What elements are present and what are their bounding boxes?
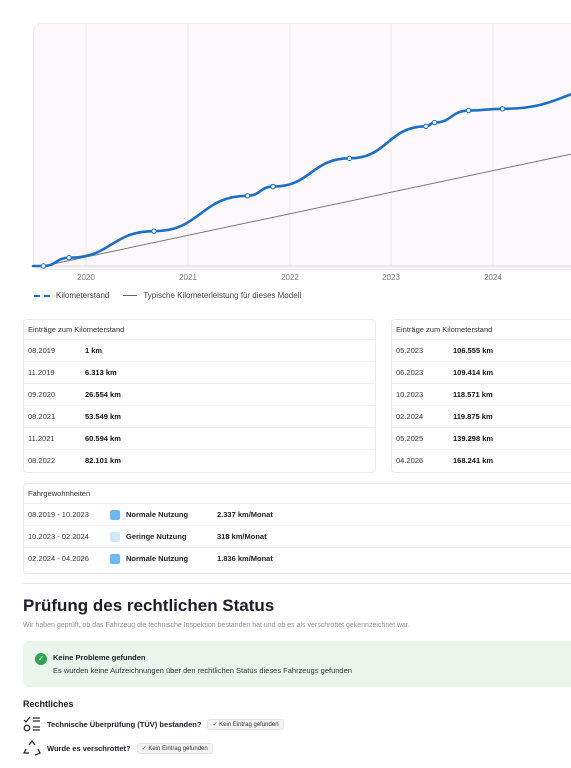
data-point: [270, 183, 276, 190]
entry-date: 08.2021: [28, 412, 56, 421]
check-circle-icon: ✓: [35, 653, 47, 665]
scrap-check-row: Wurde es verschrottet? ✓ Kein Eintrag ge…: [23, 739, 213, 757]
table-row: 06.2023 109.414 km: [392, 362, 571, 384]
legend-typical-swatch: [123, 295, 138, 296]
table-row: 05.2025 139.298 km: [392, 428, 571, 450]
entry-date: 05.2023: [396, 346, 424, 355]
entry-date: 05.2025: [396, 434, 424, 443]
tuv-question: Technische Überprüfung (TÜV) bestanden?: [47, 719, 202, 729]
section-subtitle: Wir haben geprüft, ob das Fahrzeug die t…: [23, 622, 410, 629]
entry-date: 09.2020: [28, 390, 56, 399]
mileage-chart-card: [33, 23, 571, 270]
x-tick-label: 2020: [77, 273, 95, 282]
entry-date: 11.2021: [28, 434, 55, 443]
recycle-icon: [23, 740, 41, 756]
legend-mileage-swatch: [34, 294, 50, 297]
no-problems-alert: ✓ Keine Probleme gefunden Es wurden kein…: [23, 641, 571, 687]
entry-date: 10.2023: [396, 390, 424, 399]
data-point: [244, 193, 251, 199]
data-point: [66, 255, 72, 261]
checklist-icon: [23, 716, 40, 732]
chart-legend: Kilometerstand Typische Kilometerleistun…: [34, 291, 301, 300]
usage-label: Normale Nutzung: [126, 510, 189, 519]
legal-section-title: Rechtliches: [23, 699, 74, 709]
tuv-check-row: Technische Überprüfung (TÜV) bestanden? …: [23, 716, 284, 732]
table-row: 11.2021 60.594 km: [24, 428, 375, 450]
mileage-entries-table-right: Einträge zum Kilometerstand 05.2023 106.5…: [391, 319, 571, 473]
entry-date: 11.2019: [28, 368, 55, 377]
entry-km: 1 km: [85, 346, 103, 355]
table-row: 10.2023 118.571 km: [392, 384, 571, 406]
usage-rate: 2.337 km/Monat: [217, 510, 273, 519]
entry-date: 04.2026: [396, 456, 424, 465]
usage-color-swatch: [110, 509, 120, 520]
x-tick-label: 2021: [179, 273, 197, 282]
table-row: 08.2019 1 km: [24, 340, 375, 362]
entry-km: 60.594 km: [85, 434, 121, 443]
mileage-chart: 2020 2021 2022 2023 2024: [31, 24, 571, 282]
table-row: 08.2021 53.549 km: [24, 406, 375, 428]
data-point: [465, 107, 472, 114]
table-row: 05.2023 106.555 km: [392, 340, 571, 362]
table-header: Einträge zum Kilometerstand: [392, 320, 571, 340]
usage-header: Fahrgewohnheiten: [24, 484, 571, 504]
usage-range: 08.2019 - 10.2023: [28, 510, 89, 519]
entry-date: 06.2023: [396, 368, 424, 377]
alert-title: Keine Probleme gefunden: [53, 653, 146, 662]
table-row: 11.2019 6.313 km: [24, 362, 375, 384]
page-title: Prüfung des rechtlichen Status: [23, 596, 275, 615]
data-point: [499, 106, 506, 112]
entry-date: 02.2024: [396, 412, 424, 421]
legend-typical-label: Typische Kilometerleistung für dieses Mo…: [143, 291, 302, 300]
table-row: 02.2024 119.875 km: [392, 406, 571, 428]
usage-color-swatch: [110, 531, 120, 542]
table-header: Einträge zum Kilometerstand: [24, 320, 375, 340]
series-line-mileage: [31, 92, 571, 268]
scrap-status-badge: ✓ Kein Eintrag gefunden: [136, 742, 213, 754]
entry-km: 168.241 km: [453, 456, 494, 465]
usage-range: 02.2024 - 04.2026: [28, 554, 89, 563]
entry-km: 106.555 km: [453, 346, 494, 355]
entry-km: 139.298 km: [453, 434, 494, 443]
usage-color-swatch: [110, 553, 120, 564]
table-row: 08.2022 82.101 km: [24, 450, 375, 471]
table-row: 10.2023 - 02.2024 Geringe Nutzung 318 km/M…: [24, 526, 571, 548]
section-divider: [23, 583, 571, 584]
data-point: [40, 263, 47, 269]
legend-mileage-label: Kilometerstand: [56, 291, 110, 300]
entry-km: 26.554 km: [85, 390, 121, 399]
usage-label: Normale Nutzung: [126, 554, 189, 563]
entry-km: 118.571 km: [453, 390, 493, 399]
x-tick-label: 2022: [281, 273, 299, 282]
usage-table: Fahrgewohnheiten 08.2019 - 10.2023 Normal…: [23, 483, 571, 574]
usage-range: 10.2023 - 02.2024: [28, 532, 89, 541]
usage-label: Geringe Nutzung: [126, 532, 187, 541]
mileage-entries-table-left: Einträge zum Kilometerstand 08.2019 1 km 1…: [23, 319, 376, 473]
entry-km: 6.313 km: [85, 368, 117, 377]
table-row: 02.2024 - 04.2026 Normale Nutzung 1.836 km…: [24, 548, 571, 569]
x-tick-label: 2024: [484, 273, 502, 282]
x-tick-label: 2023: [382, 273, 400, 282]
alert-text: Es wurden keine Aufzeichnungen über den …: [53, 666, 352, 675]
table-row: 09.2020 26.554 km: [24, 384, 375, 406]
data-point: [423, 123, 429, 129]
entry-date: 08.2022: [28, 456, 56, 465]
tuv-status-badge: ✓ Kein Eintrag gefunden: [207, 718, 284, 730]
series-line-typical: [43, 153, 571, 267]
data-point: [151, 228, 157, 234]
usage-rate: 1.836 km/Monat: [217, 554, 273, 563]
entry-date: 08.2019: [28, 346, 56, 355]
entry-km: 53.549 km: [85, 412, 121, 421]
data-point: [431, 119, 438, 126]
table-row: 04.2026 168.241 km: [392, 450, 571, 471]
table-row: 08.2019 - 10.2023 Normale Nutzung 2.337 km…: [24, 504, 571, 526]
scrap-question: Wurde es verschrottet?: [47, 743, 131, 753]
entry-km: 109.414 km: [453, 368, 494, 377]
data-point: [346, 155, 353, 162]
entry-km: 119.875 km: [453, 412, 493, 421]
usage-rate: 318 km/Monat: [217, 532, 267, 541]
entry-km: 82.101 km: [85, 456, 121, 465]
